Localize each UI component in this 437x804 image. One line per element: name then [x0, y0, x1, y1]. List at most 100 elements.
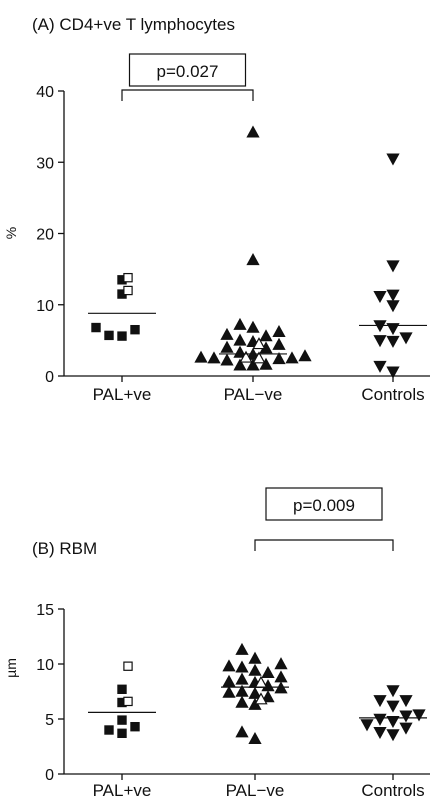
panel-b-point [222, 659, 236, 672]
panel-a-point [91, 322, 101, 333]
panel-a-point [117, 331, 127, 341]
panel-a-category-label: PAL+ve [93, 385, 152, 404]
panel-a-point [104, 330, 114, 341]
panel-b-point [261, 690, 275, 703]
panel-a-point [373, 335, 387, 348]
panel-a-pvalue-box [128, 53, 247, 87]
panel-b-point [399, 722, 413, 735]
panel-b-point [261, 665, 275, 679]
panel-a-point [259, 329, 273, 342]
panel-a-y-tick-label: 20 [36, 227, 54, 244]
panel-b-point [235, 672, 249, 685]
panel-a-point [272, 337, 286, 350]
panel-b-point [235, 642, 249, 655]
panel-b-point [235, 725, 249, 738]
panel-a-point [194, 350, 208, 363]
panel-a-point [386, 323, 400, 336]
panel-b-point [274, 670, 288, 683]
panel-b-point [373, 726, 387, 740]
panel-b-marks: 0 5 10 15 PAL+ve PAL−ve Controls p=0.009 [36, 487, 430, 800]
panel-b-point [373, 713, 387, 726]
panel-a-point [220, 327, 234, 340]
panel-a-y-tick-label: 0 [45, 369, 54, 386]
panel-b-category-label: PAL−ve [226, 781, 285, 800]
panel-a-point [246, 125, 260, 138]
panel-a-point [386, 335, 400, 348]
panel-a-marks: 0 10 20 30 40 PAL+ve PAL−ve Controls p=0.027 [36, 53, 430, 404]
panel-b-point [222, 685, 236, 698]
panel-a-bracket [121, 89, 254, 101]
panel-b-point [117, 684, 127, 695]
panel-a-open-point [123, 272, 133, 283]
panel-b-point [386, 715, 400, 729]
panel-b-point [274, 657, 288, 670]
panel-b-y-tick-label: 10 [36, 657, 54, 674]
panel-a-point [246, 320, 260, 333]
panel-b-point [412, 709, 426, 722]
panel-b-open-point [123, 661, 133, 671]
panel-a-point [220, 353, 234, 366]
panel-a-point [233, 345, 247, 358]
panel-b-pvalue-text: p=0.009 [293, 496, 355, 515]
panel-b-point [130, 721, 140, 732]
panel-a-point [233, 317, 247, 330]
panel-a-open-point [123, 285, 133, 296]
panel-b-open-point [123, 696, 133, 707]
panel-a-point [386, 289, 400, 302]
panel-a-open-point [239, 350, 253, 363]
panel-a-category-label: PAL−ve [224, 385, 283, 404]
panel-a-point [373, 291, 387, 304]
panel-b-category-label: PAL+ve [93, 781, 152, 800]
panel-a-y-tick-label: 40 [36, 84, 54, 101]
panel-a-pvalue-text: p=0.027 [157, 62, 219, 81]
panel-b-point [248, 663, 262, 676]
panel-a-point [298, 349, 312, 362]
panel-b-y-label: µm [3, 658, 19, 678]
panel-b-point [117, 715, 127, 725]
panel-a-point [386, 260, 400, 273]
panel-b-point [360, 719, 374, 732]
panel-a-open-point [252, 337, 266, 350]
panel-b-point [373, 695, 387, 708]
panel-a-point [259, 357, 273, 370]
panel-b-point [248, 651, 262, 664]
panel-b-point [222, 674, 236, 687]
panel-a: (A) CD4+ve T lymphocytes % 0 10 20 30 40 PAL+… [3, 15, 430, 404]
panel-b: (B) RBM µm 0 5 10 15 PAL+ve PAL−ve Controls p=0… [3, 487, 430, 800]
panel-b-point [235, 695, 249, 708]
panel-b-point [104, 725, 114, 735]
panel-b-bracket [254, 539, 394, 551]
panel-b-y-tick-label: 5 [45, 712, 54, 729]
panel-a-category-label: Controls [361, 385, 424, 404]
panel-a-point [220, 340, 234, 353]
panel-a-point [130, 324, 140, 335]
panel-b-point [386, 729, 400, 742]
panel-a-open-point [252, 351, 266, 364]
panel-a-point [207, 351, 221, 364]
panel-b-point [235, 660, 249, 673]
panel-a-point [386, 300, 400, 313]
panel-a-point [272, 324, 286, 338]
panel-a-y-tick-label: 30 [36, 155, 54, 172]
panel-b-open-point [254, 692, 268, 705]
panel-b-title: (B) RBM [32, 539, 97, 558]
panel-b-point [386, 700, 400, 713]
panel-a-point [399, 332, 413, 345]
panel-b-category-label: Controls [361, 781, 424, 800]
panel-b-point [248, 686, 262, 699]
panel-a-point [272, 352, 286, 365]
panel-b-y-tick-label: 15 [36, 602, 54, 619]
panel-a-y-tick-label: 10 [36, 298, 54, 315]
panel-a-point [233, 333, 247, 346]
panel-b-pvalue-box [265, 487, 383, 521]
panel-a-point [386, 366, 400, 379]
panel-a-y-label: % [3, 227, 19, 239]
panel-a-point [285, 351, 299, 364]
panel-a-title: (A) CD4+ve T lymphocytes [32, 15, 235, 34]
panel-b-y-tick-label: 0 [45, 767, 54, 784]
panel-a-point [246, 253, 260, 266]
panel-a-point [246, 358, 260, 371]
panel-b-point [235, 684, 249, 697]
panel-b-point [117, 728, 127, 739]
